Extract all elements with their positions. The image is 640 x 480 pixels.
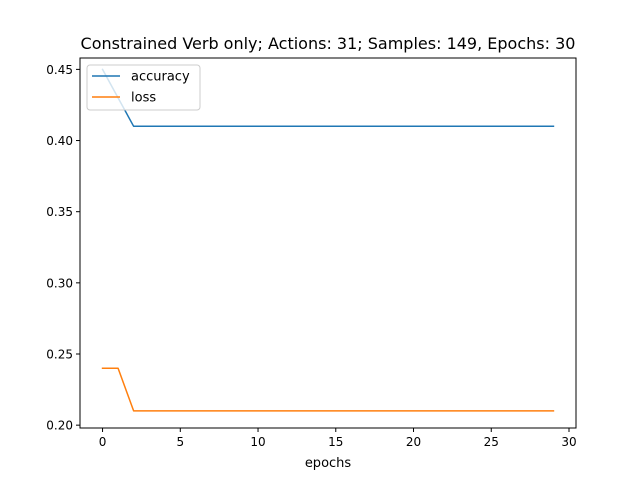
- axes-frame: [79, 57, 577, 429]
- x-tick-label: 0: [99, 435, 107, 449]
- y-tick-label: 0.25: [46, 348, 73, 362]
- y-axis-ticks: 0.20 0.25 0.30 0.35 0.40 0.45: [46, 63, 80, 433]
- chart-title: Constrained Verb only; Actions: 31; Samp…: [81, 34, 576, 53]
- plot-area: [80, 58, 576, 428]
- x-tick-label: 30: [561, 435, 576, 449]
- x-tick-label: 15: [328, 435, 343, 449]
- x-tick-label: 10: [250, 435, 265, 449]
- x-axis-ticks: 0 5 10 15 20 25 30: [99, 428, 577, 449]
- series-line-loss: [101, 367, 555, 412]
- legend-label-accuracy: accuracy: [131, 70, 190, 85]
- x-tick-label: 5: [176, 435, 184, 449]
- legend: accuracy loss: [86, 64, 201, 111]
- x-tick-label: 25: [484, 435, 499, 449]
- legend-label-loss: loss: [131, 91, 156, 106]
- y-tick-label: 0.40: [46, 134, 73, 148]
- y-tick-label: 0.35: [46, 205, 73, 219]
- x-axis-label: epochs: [305, 456, 352, 471]
- y-tick-label: 0.30: [46, 276, 73, 290]
- series-line-accuracy: [101, 68, 555, 128]
- series-layer: [101, 68, 555, 412]
- y-tick-label: 0.20: [46, 419, 73, 433]
- x-tick-label: 20: [406, 435, 421, 449]
- y-tick-label: 0.45: [46, 63, 73, 77]
